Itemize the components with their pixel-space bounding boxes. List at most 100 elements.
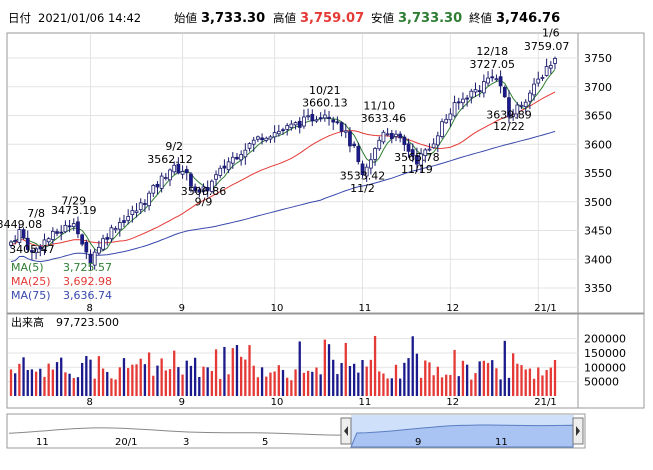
- volume-bar: [22, 357, 25, 396]
- candle-body: [151, 185, 156, 194]
- candle-body: [473, 89, 478, 93]
- candle-body: [461, 98, 465, 104]
- navigator-x-tick-label: 5: [262, 437, 268, 448]
- navigator-handle-right[interactable]: [572, 417, 584, 445]
- range-navigator[interactable]: 11 20/1 3 5 9 11: [6, 413, 586, 449]
- volume-bar: [14, 373, 17, 396]
- candle-body: [423, 149, 428, 156]
- volume-bar: [281, 369, 285, 396]
- volume-bar: [68, 373, 71, 396]
- price-header: 日付 2021/01/06 14:42 始値 3,733.30 高値 3,759…: [8, 11, 560, 26]
- price-x-tick-label: 21/1: [534, 303, 556, 314]
- candle: [214, 170, 218, 187]
- volume-label: 出来高: [11, 315, 44, 329]
- candle-body: [410, 149, 415, 157]
- candle: [50, 227, 55, 245]
- candle-body: [239, 154, 244, 161]
- candle-body: [268, 136, 273, 140]
- volume-bar: [131, 364, 134, 396]
- volume-x-tick-label: 21/1: [534, 397, 556, 408]
- candle-body: [25, 237, 30, 250]
- candle-body: [481, 81, 486, 94]
- candle-body: [477, 90, 482, 92]
- candle-body: [13, 239, 18, 242]
- candle: [256, 135, 260, 143]
- candle-body: [30, 250, 34, 253]
- candle: [310, 109, 315, 127]
- close-label: 終値: [469, 11, 492, 25]
- candle: [507, 90, 511, 124]
- candle-body: [327, 116, 331, 119]
- volume-bar: [486, 363, 490, 396]
- candle: [519, 101, 524, 110]
- volume-bar: [449, 374, 452, 396]
- volume-x-tick-label: 8: [87, 397, 93, 408]
- candle: [59, 225, 64, 241]
- candle: [9, 240, 13, 249]
- volume-y-tick-label: 150000: [584, 347, 626, 360]
- volume-bar: [265, 376, 268, 396]
- candle: [105, 233, 110, 246]
- volume-bar: [260, 367, 264, 396]
- volume-bar: [344, 342, 347, 396]
- volume-bar: [348, 366, 352, 396]
- navigator-handle-left[interactable]: [340, 417, 352, 445]
- volume-bar: [482, 360, 486, 396]
- candle-body: [55, 231, 59, 234]
- candle-body: [335, 121, 340, 124]
- candle-body: [528, 92, 532, 102]
- candle: [122, 214, 126, 228]
- volume-bar: [411, 336, 414, 396]
- date-value: 2021/01/06 14:42: [38, 11, 141, 25]
- candle-body: [523, 101, 528, 108]
- candle: [502, 85, 507, 99]
- candle: [461, 92, 465, 110]
- volume-bar: [445, 374, 448, 396]
- navigator-x-tick-label: 20/1: [115, 437, 137, 448]
- candle: [92, 249, 97, 270]
- candle: [76, 216, 80, 239]
- candle-body: [356, 146, 361, 163]
- candle-body: [180, 171, 185, 175]
- candle: [515, 102, 520, 119]
- price-annotation: 3660.13: [302, 97, 348, 110]
- volume-bar: [440, 377, 444, 396]
- ma5-line: [10, 69, 556, 253]
- candle: [302, 109, 306, 129]
- candle: [172, 161, 177, 175]
- candle-body: [243, 149, 248, 158]
- candle: [469, 88, 474, 104]
- price-annotation: 3449.08: [0, 218, 42, 231]
- volume-bar: [97, 356, 101, 396]
- candle-body: [532, 83, 536, 96]
- candle: [306, 108, 310, 121]
- candle-body: [251, 139, 256, 145]
- volume-bar: [415, 353, 419, 396]
- candle-body: [389, 133, 394, 139]
- candle-body: [373, 148, 377, 160]
- volume-bar: [34, 371, 38, 396]
- volume-bar: [18, 363, 21, 396]
- candle: [477, 85, 482, 98]
- candle: [151, 184, 156, 197]
- candle: [544, 58, 549, 77]
- candle: [406, 138, 411, 158]
- ma-legend: MA(5) 3,725.57 MA(25) 3,692.98 MA(75) 3,…: [11, 261, 112, 302]
- candle-body: [76, 221, 80, 235]
- candle: [373, 147, 377, 166]
- volume-bar: [72, 378, 75, 396]
- candle-body: [176, 163, 181, 174]
- volume-bar: [139, 358, 142, 396]
- volume-bar: [189, 365, 193, 396]
- price-annotation: 3639.89: [486, 108, 532, 121]
- candle-body: [92, 251, 97, 266]
- candle: [205, 180, 210, 198]
- candle-body: [197, 189, 202, 193]
- volume-bar: [143, 364, 147, 396]
- volume-bar: [495, 368, 498, 396]
- candle: [193, 183, 197, 193]
- candle-body: [97, 246, 101, 254]
- volume-bar: [122, 358, 126, 396]
- candle-body: [490, 76, 495, 79]
- candle-body: [507, 97, 511, 118]
